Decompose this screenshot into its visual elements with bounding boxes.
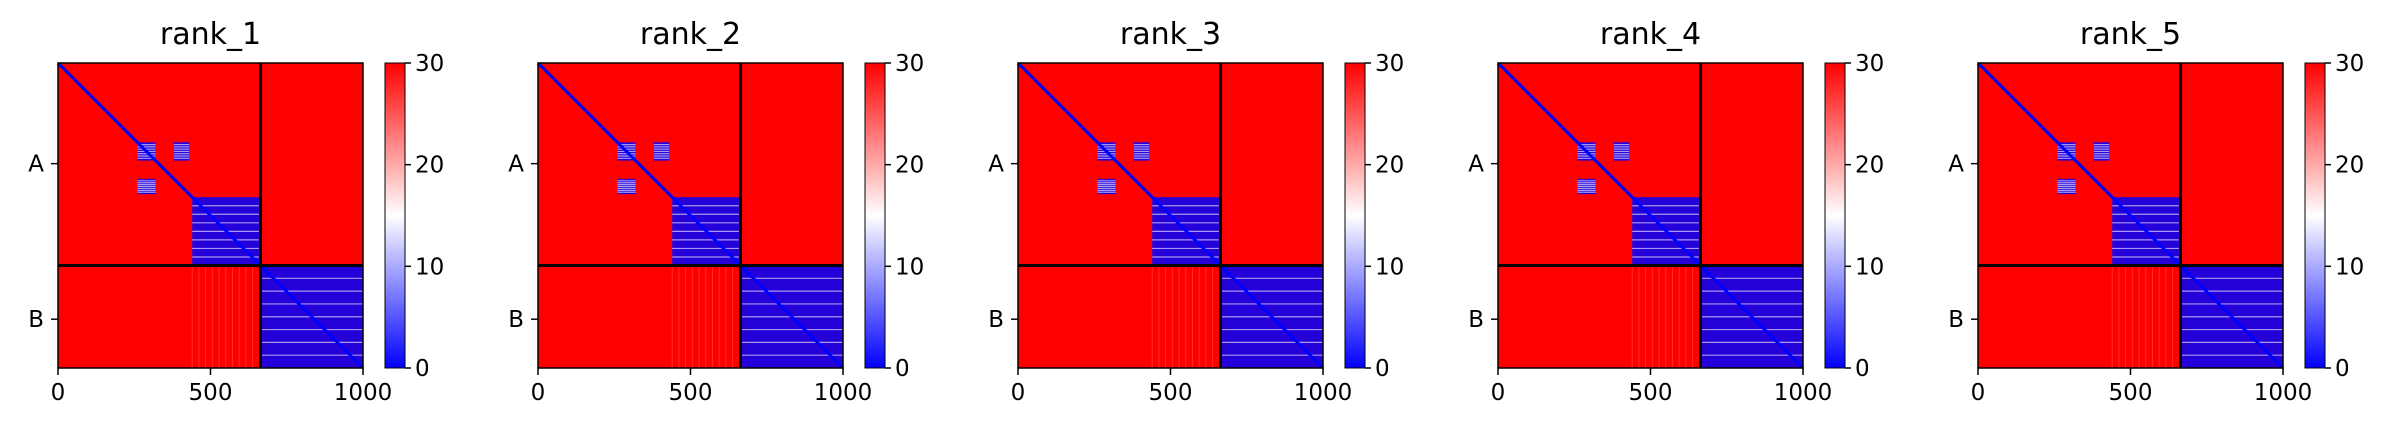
y-tick-label: A (1948, 152, 1964, 178)
colorbar-tick-label: 30 (2335, 51, 2364, 77)
colorbar (1344, 62, 1366, 369)
colorbar-tick-label: 10 (895, 254, 924, 280)
x-tick-label: 1000 (2254, 380, 2313, 406)
panel-rank-2: rank_2 0 500 1000 A B 0 10 20 30 (480, 0, 960, 438)
colorbar-tick-label: 10 (2335, 254, 2364, 280)
colorbar-tick-label: 20 (895, 153, 924, 179)
panel-rank-5: rank_5 0 500 1000 A B 0 10 20 30 (1920, 0, 2400, 438)
heatmap-chart: rank_1 0 500 1000 A B 0 10 20 30 (28, 17, 444, 406)
x-tick-label: 500 (1629, 380, 1673, 406)
x-tick-label: 1000 (814, 380, 873, 406)
x-tick-label: 500 (1149, 380, 1193, 406)
x-tick-label: 500 (669, 380, 713, 406)
colorbar-tick-label: 30 (415, 51, 444, 77)
x-tick-label: 0 (51, 380, 66, 406)
panel-rank-4: rank_4 0 500 1000 A B 0 10 20 30 (1440, 0, 1920, 438)
x-tick-label: 0 (1971, 380, 1986, 406)
chart-title: rank_5 (2080, 17, 2181, 52)
y-tick-label: A (1468, 152, 1484, 178)
colorbar-tick-label: 10 (1375, 254, 1404, 280)
chart-title: rank_2 (640, 17, 741, 52)
panel-rank-3: rank_3 0 500 1000 A B 0 10 20 30 (960, 0, 1440, 438)
x-tick-label: 0 (531, 380, 546, 406)
y-tick-label: A (28, 152, 44, 178)
y-tick-label: A (508, 152, 524, 178)
y-tick-label: B (508, 307, 524, 333)
y-tick-label: B (988, 307, 1004, 333)
panel-rank-1: rank_1 0 500 1000 A B 0 10 20 30 (0, 0, 480, 438)
y-tick-label: B (1468, 307, 1484, 333)
colorbar (1824, 62, 1846, 369)
heatmap-diagonal (56, 61, 365, 370)
colorbar-tick-label: 20 (415, 153, 444, 179)
x-tick-label: 0 (1011, 380, 1026, 406)
colorbar-tick-label: 0 (1855, 356, 1870, 382)
colorbar-tick-label: 30 (1375, 51, 1404, 77)
heatmap-diagonal (1016, 61, 1325, 370)
colorbar-tick-label: 0 (1375, 356, 1390, 382)
y-tick-label: B (28, 307, 44, 333)
colorbar (384, 62, 406, 369)
heatmap-chart: rank_2 0 500 1000 A B 0 10 20 30 (508, 17, 924, 406)
x-tick-label: 1000 (334, 380, 393, 406)
colorbar (2304, 62, 2326, 369)
heatmap-chart: rank_3 0 500 1000 A B 0 10 20 30 (988, 17, 1404, 406)
y-tick-label: A (988, 152, 1004, 178)
x-tick-label: 1000 (1294, 380, 1353, 406)
chart-title: rank_3 (1120, 17, 1221, 52)
heatmap-chart: rank_5 0 500 1000 A B 0 10 20 30 (1948, 17, 2364, 406)
colorbar-tick-label: 10 (415, 254, 444, 280)
chart-title: rank_1 (160, 17, 261, 52)
heatmap-diagonal (536, 61, 845, 370)
colorbar-tick-label: 0 (2335, 356, 2350, 382)
colorbar (864, 62, 886, 369)
x-tick-label: 1000 (1774, 380, 1833, 406)
heatmap-diagonal (1976, 61, 2285, 370)
colorbar-tick-label: 20 (1855, 153, 1884, 179)
colorbar-tick-label: 20 (2335, 153, 2364, 179)
heatmap-diagonal (1496, 61, 1805, 370)
colorbar-tick-label: 20 (1375, 153, 1404, 179)
heatmap-chart: rank_4 0 500 1000 A B 0 10 20 30 (1468, 17, 1884, 406)
x-tick-label: 500 (189, 380, 233, 406)
x-tick-label: 0 (1491, 380, 1506, 406)
colorbar-tick-label: 30 (895, 51, 924, 77)
y-tick-label: B (1948, 307, 1964, 333)
colorbar-tick-label: 0 (415, 356, 430, 382)
x-tick-label: 500 (2109, 380, 2153, 406)
colorbar-tick-label: 10 (1855, 254, 1884, 280)
colorbar-tick-label: 30 (1855, 51, 1884, 77)
chart-title: rank_4 (1600, 17, 1701, 52)
colorbar-tick-label: 0 (895, 356, 910, 382)
